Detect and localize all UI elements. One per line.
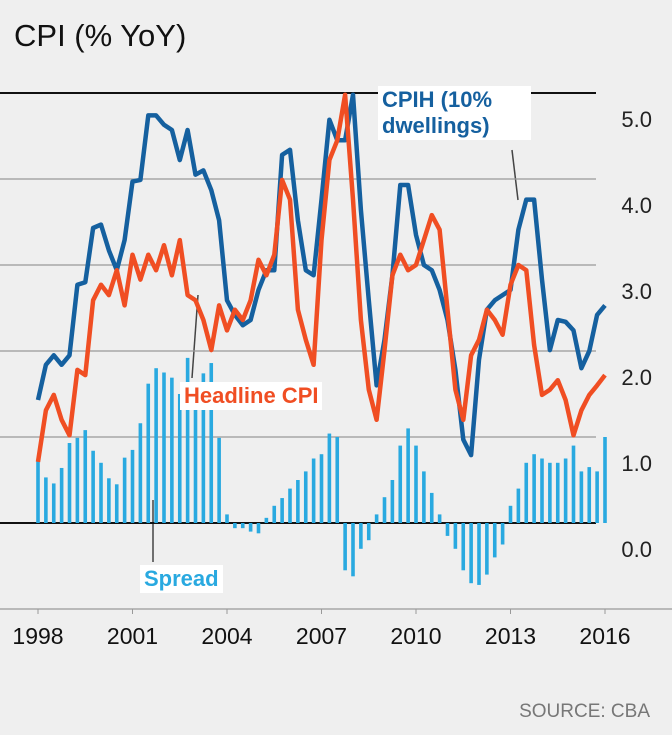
bar (532, 454, 536, 523)
bar (469, 523, 473, 584)
bar (256, 523, 261, 534)
x-tick-label: 2013 (485, 623, 536, 649)
bar (91, 450, 95, 523)
bar (193, 397, 198, 523)
bar (311, 458, 316, 523)
bar (67, 443, 72, 523)
bar (461, 523, 466, 571)
bar (555, 462, 560, 523)
bar (162, 372, 166, 523)
bar (351, 523, 355, 577)
bar (603, 437, 607, 523)
bar (170, 377, 174, 523)
bar (201, 373, 206, 523)
bar (296, 480, 300, 523)
leader-line (511, 149, 519, 201)
bar (429, 492, 434, 523)
bar (51, 483, 56, 523)
bar (280, 498, 284, 523)
x-tick-label: 2004 (201, 623, 252, 649)
y-tick-label: 4.0 (621, 193, 652, 218)
bar (548, 462, 552, 523)
bar (217, 437, 221, 523)
x-tick-label: 1998 (12, 623, 63, 649)
bar (209, 363, 214, 523)
bar (327, 433, 332, 523)
y-tick-label: 0.0 (621, 537, 652, 562)
chart-title: CPI (% YoY) (14, 18, 186, 53)
bar (382, 497, 387, 523)
bar (264, 517, 269, 523)
headline-label: Headline CPI (180, 382, 323, 410)
x-tick-label: 2007 (296, 623, 347, 649)
bar (453, 523, 458, 549)
bar (359, 523, 363, 549)
bar (343, 523, 347, 571)
bar (225, 514, 229, 523)
bar (130, 449, 135, 523)
bar (524, 462, 529, 523)
bar (406, 428, 410, 523)
y-tick-label: 2.0 (621, 365, 652, 390)
bar (75, 437, 80, 523)
bar (492, 523, 497, 558)
bar (146, 383, 151, 523)
x-tick-label: 2010 (390, 623, 441, 649)
bar (500, 523, 505, 545)
bar (272, 505, 277, 523)
bar (422, 471, 426, 523)
bar (114, 484, 119, 523)
bar (248, 523, 253, 532)
bar (374, 514, 379, 523)
bar (587, 467, 592, 523)
bar (288, 488, 292, 523)
bar (485, 523, 489, 575)
line (35, 92, 607, 463)
bar (319, 454, 324, 523)
bar (122, 457, 127, 523)
bar (414, 445, 418, 523)
bar (335, 437, 340, 523)
bar (185, 357, 190, 523)
bar (233, 523, 237, 529)
bar (516, 488, 521, 523)
bar (437, 514, 442, 523)
bar (477, 523, 481, 585)
y-tick-label: 3.0 (621, 279, 652, 304)
bar (445, 523, 450, 536)
bar (240, 523, 245, 529)
bar (138, 423, 143, 523)
x-tick-label: 2001 (107, 623, 158, 649)
bar (540, 458, 544, 523)
bar (579, 471, 584, 523)
bar (366, 523, 371, 541)
source: SOURCE: CBA (519, 701, 650, 722)
bar (36, 461, 40, 523)
bar (303, 471, 308, 523)
x-tick-label: 2016 (579, 623, 630, 649)
cpih-label: CPIH (10% dwellings) (378, 86, 531, 140)
bar (154, 368, 158, 523)
bar (398, 445, 403, 523)
bar (44, 477, 48, 523)
bar (563, 458, 568, 523)
spread-label: Spread (140, 565, 223, 593)
bar (83, 430, 88, 523)
bar (508, 505, 513, 523)
bar (99, 462, 103, 523)
bar (595, 471, 599, 523)
y-tick-label: 1.0 (621, 451, 652, 476)
bar (571, 445, 576, 523)
bar (177, 394, 182, 523)
bar (59, 467, 64, 523)
bar (107, 478, 111, 523)
bar (390, 480, 395, 523)
y-tick-label: 5.0 (621, 107, 652, 132)
